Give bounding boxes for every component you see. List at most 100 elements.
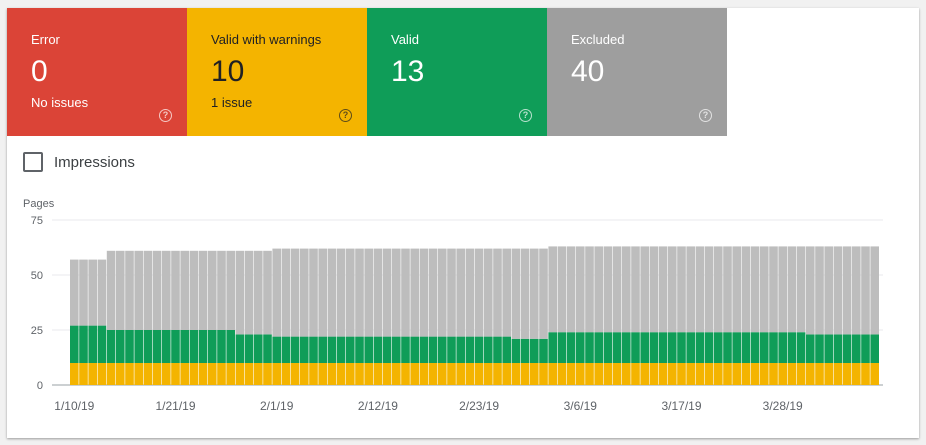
bar-excluded[interactable] — [649, 246, 659, 333]
bar-warnings[interactable] — [511, 363, 521, 385]
valid-tile[interactable]: Valid 13 ? — [367, 8, 547, 136]
bar-excluded[interactable] — [180, 250, 189, 330]
bar-excluded[interactable] — [833, 246, 843, 335]
bar-excluded[interactable] — [281, 248, 291, 337]
bar-warnings[interactable] — [235, 363, 245, 385]
bar-excluded[interactable] — [208, 250, 217, 330]
bar-excluded[interactable] — [806, 246, 815, 335]
bar-excluded[interactable] — [318, 248, 327, 337]
bar-excluded[interactable] — [861, 246, 870, 335]
bar-warnings[interactable] — [79, 363, 88, 385]
bar-valid[interactable] — [226, 330, 235, 363]
bar-valid[interactable] — [474, 336, 484, 363]
bar-valid[interactable] — [539, 338, 548, 363]
bar-valid[interactable] — [557, 332, 567, 363]
bar-warnings[interactable] — [465, 363, 475, 385]
bar-warnings[interactable] — [198, 363, 208, 385]
bar-warnings[interactable] — [668, 363, 677, 385]
bar-excluded[interactable] — [410, 248, 419, 337]
bar-valid[interactable] — [566, 332, 576, 363]
bar-valid[interactable] — [106, 330, 116, 363]
bar-excluded[interactable] — [235, 250, 245, 335]
bar-excluded[interactable] — [300, 248, 309, 337]
bar-warnings[interactable] — [419, 363, 429, 385]
bar-excluded[interactable] — [474, 248, 484, 337]
bar-warnings[interactable] — [548, 363, 557, 385]
help-icon[interactable]: ? — [519, 109, 532, 122]
bar-warnings[interactable] — [180, 363, 189, 385]
bar-warnings[interactable] — [438, 363, 447, 385]
bar-excluded[interactable] — [603, 246, 613, 333]
bar-valid[interactable] — [171, 330, 180, 363]
bar-valid[interactable] — [447, 336, 456, 363]
bar-warnings[interactable] — [640, 363, 649, 385]
bar-warnings[interactable] — [134, 363, 143, 385]
bar-valid[interactable] — [842, 334, 852, 363]
bar-excluded[interactable] — [530, 248, 539, 339]
bar-excluded[interactable] — [125, 250, 134, 330]
bar-excluded[interactable] — [143, 250, 153, 330]
bar-warnings[interactable] — [539, 363, 548, 385]
bar-excluded[interactable] — [493, 248, 502, 337]
bar-valid[interactable] — [695, 332, 705, 363]
impressions-toggle[interactable]: Impressions — [23, 152, 135, 172]
bar-valid[interactable] — [116, 330, 125, 363]
bar-excluded[interactable] — [750, 246, 760, 333]
bar-excluded[interactable] — [714, 246, 723, 333]
bar-excluded[interactable] — [769, 246, 778, 333]
bar-excluded[interactable] — [842, 246, 852, 335]
bar-warnings[interactable] — [769, 363, 778, 385]
bar-warnings[interactable] — [658, 363, 668, 385]
bar-warnings[interactable] — [530, 363, 539, 385]
bar-valid[interactable] — [760, 332, 769, 363]
bar-excluded[interactable] — [336, 248, 346, 337]
bar-valid[interactable] — [244, 334, 254, 363]
bar-valid[interactable] — [594, 332, 603, 363]
bar-warnings[interactable] — [447, 363, 456, 385]
bar-excluded[interactable] — [778, 246, 787, 333]
bar-warnings[interactable] — [244, 363, 254, 385]
impressions-checkbox[interactable] — [23, 152, 43, 172]
bar-valid[interactable] — [769, 332, 778, 363]
bar-warnings[interactable] — [272, 363, 281, 385]
bar-warnings[interactable] — [833, 363, 843, 385]
bar-warnings[interactable] — [106, 363, 116, 385]
bar-valid[interactable] — [364, 336, 373, 363]
bar-excluded[interactable] — [355, 248, 364, 337]
bar-warnings[interactable] — [162, 363, 171, 385]
bar-valid[interactable] — [198, 330, 208, 363]
bar-warnings[interactable] — [704, 363, 714, 385]
bar-excluded[interactable] — [226, 250, 235, 330]
bar-valid[interactable] — [778, 332, 787, 363]
bar-valid[interactable] — [290, 336, 300, 363]
bar-excluded[interactable] — [465, 248, 475, 337]
bar-excluded[interactable] — [106, 250, 116, 330]
bar-excluded[interactable] — [346, 248, 355, 337]
bar-valid[interactable] — [180, 330, 189, 363]
bar-warnings[interactable] — [842, 363, 852, 385]
bar-valid[interactable] — [585, 332, 594, 363]
bar-warnings[interactable] — [474, 363, 484, 385]
bar-excluded[interactable] — [566, 246, 576, 333]
bar-valid[interactable] — [833, 334, 843, 363]
bar-excluded[interactable] — [392, 248, 401, 337]
bar-excluded[interactable] — [686, 246, 695, 333]
bar-warnings[interactable] — [355, 363, 364, 385]
bar-excluded[interactable] — [382, 248, 392, 337]
bar-valid[interactable] — [815, 334, 824, 363]
bar-valid[interactable] — [493, 336, 502, 363]
bar-excluded[interactable] — [677, 246, 686, 333]
bar-valid[interactable] — [787, 332, 797, 363]
bar-excluded[interactable] — [732, 246, 741, 333]
bar-valid[interactable] — [484, 336, 493, 363]
bar-excluded[interactable] — [585, 246, 594, 333]
bar-warnings[interactable] — [796, 363, 806, 385]
bar-excluded[interactable] — [658, 246, 668, 333]
bar-warnings[interactable] — [373, 363, 383, 385]
bar-warnings[interactable] — [226, 363, 235, 385]
bar-valid[interactable] — [346, 336, 355, 363]
bar-valid[interactable] — [318, 336, 327, 363]
bar-valid[interactable] — [235, 334, 245, 363]
bar-warnings[interactable] — [585, 363, 594, 385]
bar-excluded[interactable] — [548, 246, 557, 333]
